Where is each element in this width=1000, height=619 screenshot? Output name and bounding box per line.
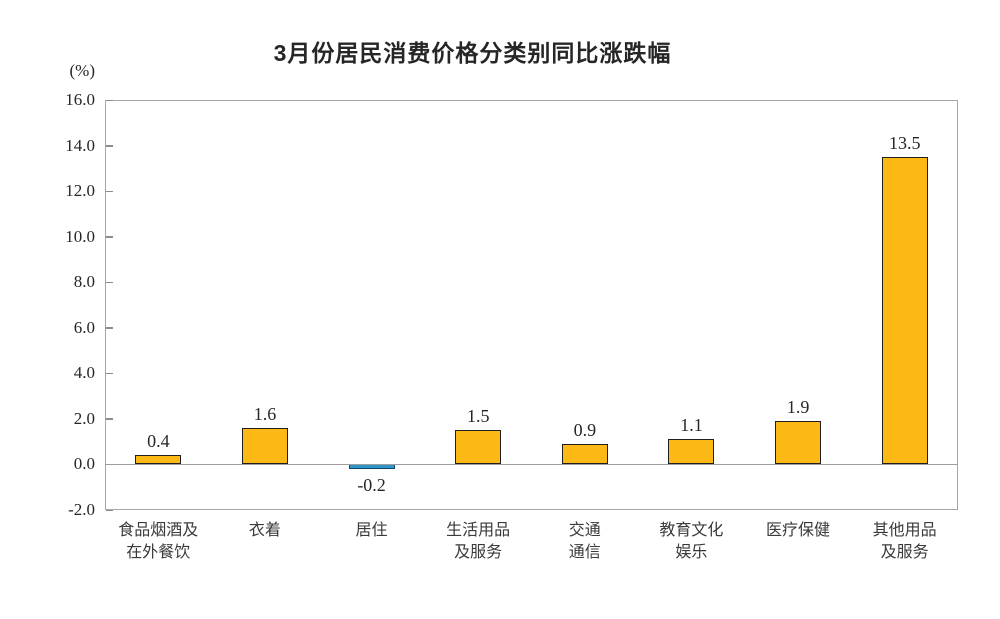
bar-value-label: -0.2 bbox=[357, 475, 386, 495]
y-tick-label: 8.0 bbox=[73, 272, 95, 292]
y-tick-label: 16.0 bbox=[65, 90, 95, 109]
bar-value-label: 1.1 bbox=[680, 415, 703, 436]
bar-8 bbox=[881, 156, 928, 465]
chart-title: 3月份居民消费价格分类别同比涨跌幅 bbox=[273, 40, 672, 66]
category-label: 交通 通信 bbox=[568, 522, 601, 561]
bar-7 bbox=[775, 421, 822, 465]
y-tick-mark bbox=[106, 99, 113, 101]
category-label: 教育文化 娱乐 bbox=[659, 522, 724, 561]
y-tick-mark bbox=[106, 145, 113, 147]
category-label: 居住 bbox=[355, 522, 388, 539]
zero-baseline bbox=[105, 463, 958, 466]
y-tick-mark bbox=[106, 509, 113, 511]
bar-2 bbox=[241, 428, 288, 465]
y-tick-label: 2.0 bbox=[73, 408, 95, 428]
bar-value-label: 1.9 bbox=[786, 397, 810, 418]
bar-value-label: 13.5 bbox=[888, 132, 921, 153]
bar-value-label: 1.5 bbox=[466, 406, 490, 427]
category-label: 衣着 bbox=[248, 522, 281, 539]
y-tick-label: 10.0 bbox=[65, 226, 95, 246]
bar-5 bbox=[561, 443, 608, 465]
bar-value-label: 0.9 bbox=[573, 419, 597, 440]
category-label: 生活用品 及服务 bbox=[446, 522, 511, 561]
bar-6 bbox=[668, 439, 715, 465]
y-tick-label: -2.0 bbox=[68, 500, 95, 519]
y-tick-label: 14.0 bbox=[65, 135, 95, 155]
plot-area bbox=[105, 100, 958, 510]
category-label: 医疗保健 bbox=[766, 522, 831, 539]
bar-1 bbox=[135, 455, 182, 465]
y-tick-label: 0.0 bbox=[73, 454, 95, 474]
y-tick-mark bbox=[106, 372, 113, 375]
y-tick-mark bbox=[106, 418, 113, 420]
category-label: 其他用品 及服务 bbox=[872, 522, 937, 561]
y-tick-label: 4.0 bbox=[73, 363, 95, 383]
y-tick-mark bbox=[106, 236, 113, 238]
bar-4 bbox=[455, 430, 502, 465]
y-tick-label: 12.0 bbox=[65, 181, 95, 201]
bar-value-label: 0.4 bbox=[147, 431, 170, 452]
y-tick-label: 6.0 bbox=[73, 317, 95, 337]
y-tick-mark bbox=[106, 327, 113, 329]
y-tick-mark bbox=[106, 281, 113, 284]
bar-value-label: 1.6 bbox=[253, 404, 277, 424]
y-tick-mark bbox=[106, 190, 113, 193]
y-axis-unit-label: (%) bbox=[69, 61, 95, 80]
category-label: 食品烟酒及 在外餐饮 bbox=[118, 522, 199, 561]
